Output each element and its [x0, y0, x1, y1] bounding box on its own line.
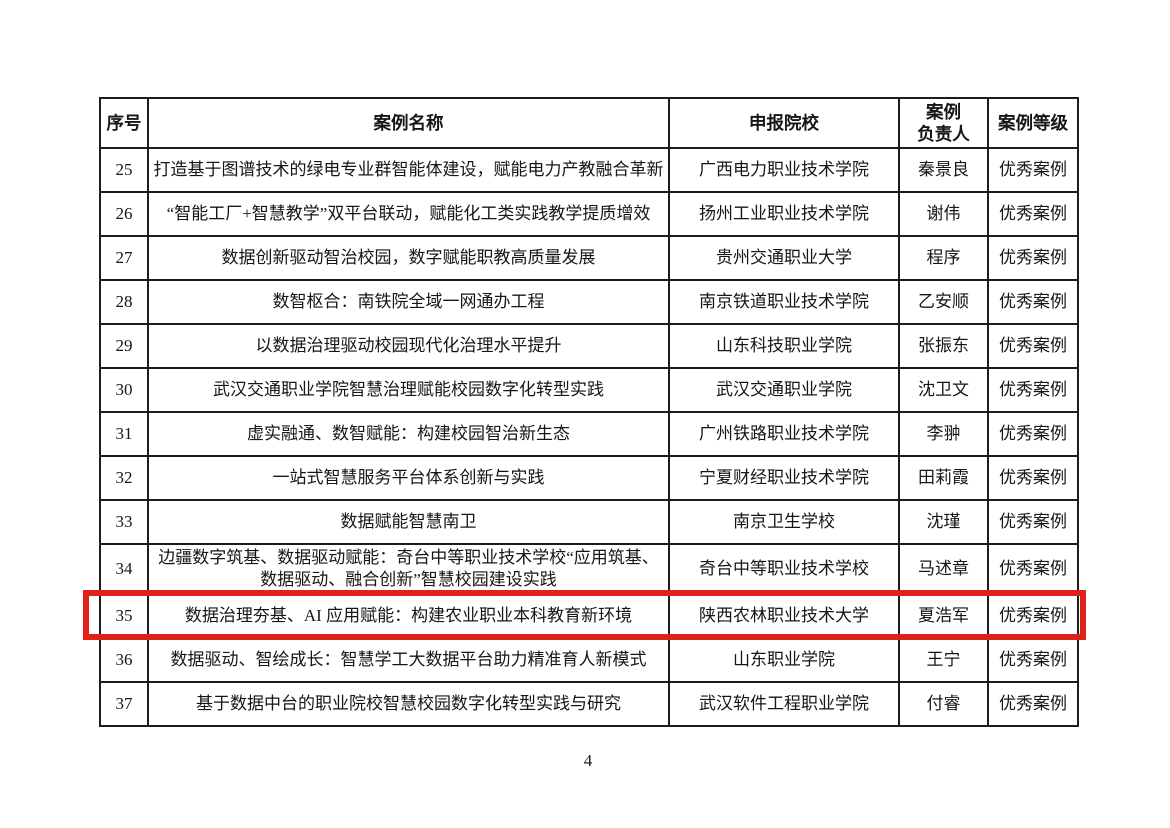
case-grade: 优秀案例 — [987, 637, 1079, 683]
case-name: 虚实融通、数智赋能：构建校园智治新生态 — [147, 411, 670, 457]
case-number: 32 — [99, 455, 149, 501]
table-row: 36 数据驱动、智绘成长：智慧学工大数据平台助力精准育人新模式 山东职业学院 王… — [99, 637, 1079, 683]
column-header-case-name: 案例名称 — [147, 97, 670, 149]
case-name: 数据创新驱动智治校园，数字赋能职教高质量发展 — [147, 235, 670, 281]
case-leader: 程序 — [898, 235, 989, 281]
case-leader: 沈瑾 — [898, 499, 989, 545]
case-number: 36 — [99, 637, 149, 683]
case-number: 29 — [99, 323, 149, 369]
case-school: 山东职业学院 — [668, 637, 900, 683]
table-row: 31 虚实融通、数智赋能：构建校园智治新生态 广州铁路职业技术学院 李翀 优秀案… — [99, 411, 1079, 457]
table-row-highlighted: 35 数据治理夯基、AI 应用赋能：构建农业职业本科教育新环境 陕西农林职业技术… — [99, 593, 1079, 639]
case-grade: 优秀案例 — [987, 543, 1079, 595]
case-grade: 优秀案例 — [987, 323, 1079, 369]
case-school: 广西电力职业技术学院 — [668, 147, 900, 193]
case-school: 奇台中等职业技术学校 — [668, 543, 900, 595]
case-grade: 优秀案例 — [987, 147, 1079, 193]
case-school: 南京卫生学校 — [668, 499, 900, 545]
case-school: 扬州工业职业技术学院 — [668, 191, 900, 237]
page-number: 4 — [583, 751, 593, 770]
case-number: 37 — [99, 681, 149, 727]
case-name: 数据治理夯基、AI 应用赋能：构建农业职业本科教育新环境 — [147, 593, 670, 639]
case-school: 贵州交通职业大学 — [668, 235, 900, 281]
case-grade: 优秀案例 — [987, 191, 1079, 237]
case-number: 31 — [99, 411, 149, 457]
case-grade: 优秀案例 — [987, 681, 1079, 727]
table-row: 32 一站式智慧服务平台体系创新与实践 宁夏财经职业技术学院 田莉霞 优秀案例 — [99, 455, 1079, 501]
case-leader: 马述章 — [898, 543, 989, 595]
case-leader: 秦景良 — [898, 147, 989, 193]
case-name: 武汉交通职业学院智慧治理赋能校园数字化转型实践 — [147, 367, 670, 413]
case-grade: 优秀案例 — [987, 593, 1079, 639]
case-grade: 优秀案例 — [987, 279, 1079, 325]
case-school: 山东科技职业学院 — [668, 323, 900, 369]
case-name: 以数据治理驱动校园现代化治理水平提升 — [147, 323, 670, 369]
case-number: 26 — [99, 191, 149, 237]
case-leader: 乙安顺 — [898, 279, 989, 325]
case-name: 打造基于图谱技术的绿电专业群智能体建设，赋能电力产教融合革新 — [147, 147, 670, 193]
case-grade: 优秀案例 — [987, 455, 1079, 501]
case-name: 数智枢合：南铁院全域一网通办工程 — [147, 279, 670, 325]
table-row: 34 边疆数字筑基、数据驱动赋能：奇台中等职业技术学校“应用筑基、数据驱动、融合… — [99, 543, 1079, 595]
case-school: 广州铁路职业技术学院 — [668, 411, 900, 457]
case-leader: 夏浩军 — [898, 593, 989, 639]
case-number: 25 — [99, 147, 149, 193]
case-name: 一站式智慧服务平台体系创新与实践 — [147, 455, 670, 501]
case-leader: 谢伟 — [898, 191, 989, 237]
case-school: 陕西农林职业技术大学 — [668, 593, 900, 639]
case-number: 34 — [99, 543, 149, 595]
case-number: 33 — [99, 499, 149, 545]
table-header-row: 序号 案例名称 申报院校 案例 负责人 案例等级 — [99, 97, 1079, 149]
case-leader: 付睿 — [898, 681, 989, 727]
case-number: 27 — [99, 235, 149, 281]
table-row: 33 数据赋能智慧南卫 南京卫生学校 沈瑾 优秀案例 — [99, 499, 1079, 545]
case-leader: 李翀 — [898, 411, 989, 457]
column-header-leader: 案例 负责人 — [898, 97, 989, 149]
case-number: 30 — [99, 367, 149, 413]
document-body: 序号 案例名称 申报院校 案例 负责人 案例等级 25 打造基于图谱技术的绿电专… — [83, 97, 1086, 771]
table-row: 30 武汉交通职业学院智慧治理赋能校园数字化转型实践 武汉交通职业学院 沈卫文 … — [99, 367, 1079, 413]
column-header-grade: 案例等级 — [987, 97, 1079, 149]
cases-table: 序号 案例名称 申报院校 案例 负责人 案例等级 25 打造基于图谱技术的绿电专… — [99, 97, 1079, 727]
column-header-number: 序号 — [99, 97, 149, 149]
case-leader: 张振东 — [898, 323, 989, 369]
case-number: 35 — [99, 593, 149, 639]
table-row: 25 打造基于图谱技术的绿电专业群智能体建设，赋能电力产教融合革新 广西电力职业… — [99, 147, 1079, 193]
table-row: 37 基于数据中台的职业院校智慧校园数字化转型实践与研究 武汉软件工程职业学院 … — [99, 681, 1079, 727]
column-header-school: 申报院校 — [668, 97, 900, 149]
case-leader: 沈卫文 — [898, 367, 989, 413]
case-number: 28 — [99, 279, 149, 325]
case-grade: 优秀案例 — [987, 235, 1079, 281]
case-leader: 王宁 — [898, 637, 989, 683]
table-row: 29 以数据治理驱动校园现代化治理水平提升 山东科技职业学院 张振东 优秀案例 — [99, 323, 1079, 369]
table-row: 27 数据创新驱动智治校园，数字赋能职教高质量发展 贵州交通职业大学 程序 优秀… — [99, 235, 1079, 281]
case-name: 基于数据中台的职业院校智慧校园数字化转型实践与研究 — [147, 681, 670, 727]
case-grade: 优秀案例 — [987, 367, 1079, 413]
case-name: 数据赋能智慧南卫 — [147, 499, 670, 545]
case-school: 武汉软件工程职业学院 — [668, 681, 900, 727]
case-grade: 优秀案例 — [987, 411, 1079, 457]
case-school: 宁夏财经职业技术学院 — [668, 455, 900, 501]
table-row: 26 “智能工厂+智慧教学”双平台联动，赋能化工类实践教学提质增效 扬州工业职业… — [99, 191, 1079, 237]
case-grade: 优秀案例 — [987, 499, 1079, 545]
case-leader: 田莉霞 — [898, 455, 989, 501]
case-school: 武汉交通职业学院 — [668, 367, 900, 413]
case-name: “智能工厂+智慧教学”双平台联动，赋能化工类实践教学提质增效 — [147, 191, 670, 237]
case-name: 数据驱动、智绘成长：智慧学工大数据平台助力精准育人新模式 — [147, 637, 670, 683]
table-row: 28 数智枢合：南铁院全域一网通办工程 南京铁道职业技术学院 乙安顺 优秀案例 — [99, 279, 1079, 325]
case-school: 南京铁道职业技术学院 — [668, 279, 900, 325]
case-name: 边疆数字筑基、数据驱动赋能：奇台中等职业技术学校“应用筑基、数据驱动、融合创新”… — [147, 543, 670, 595]
